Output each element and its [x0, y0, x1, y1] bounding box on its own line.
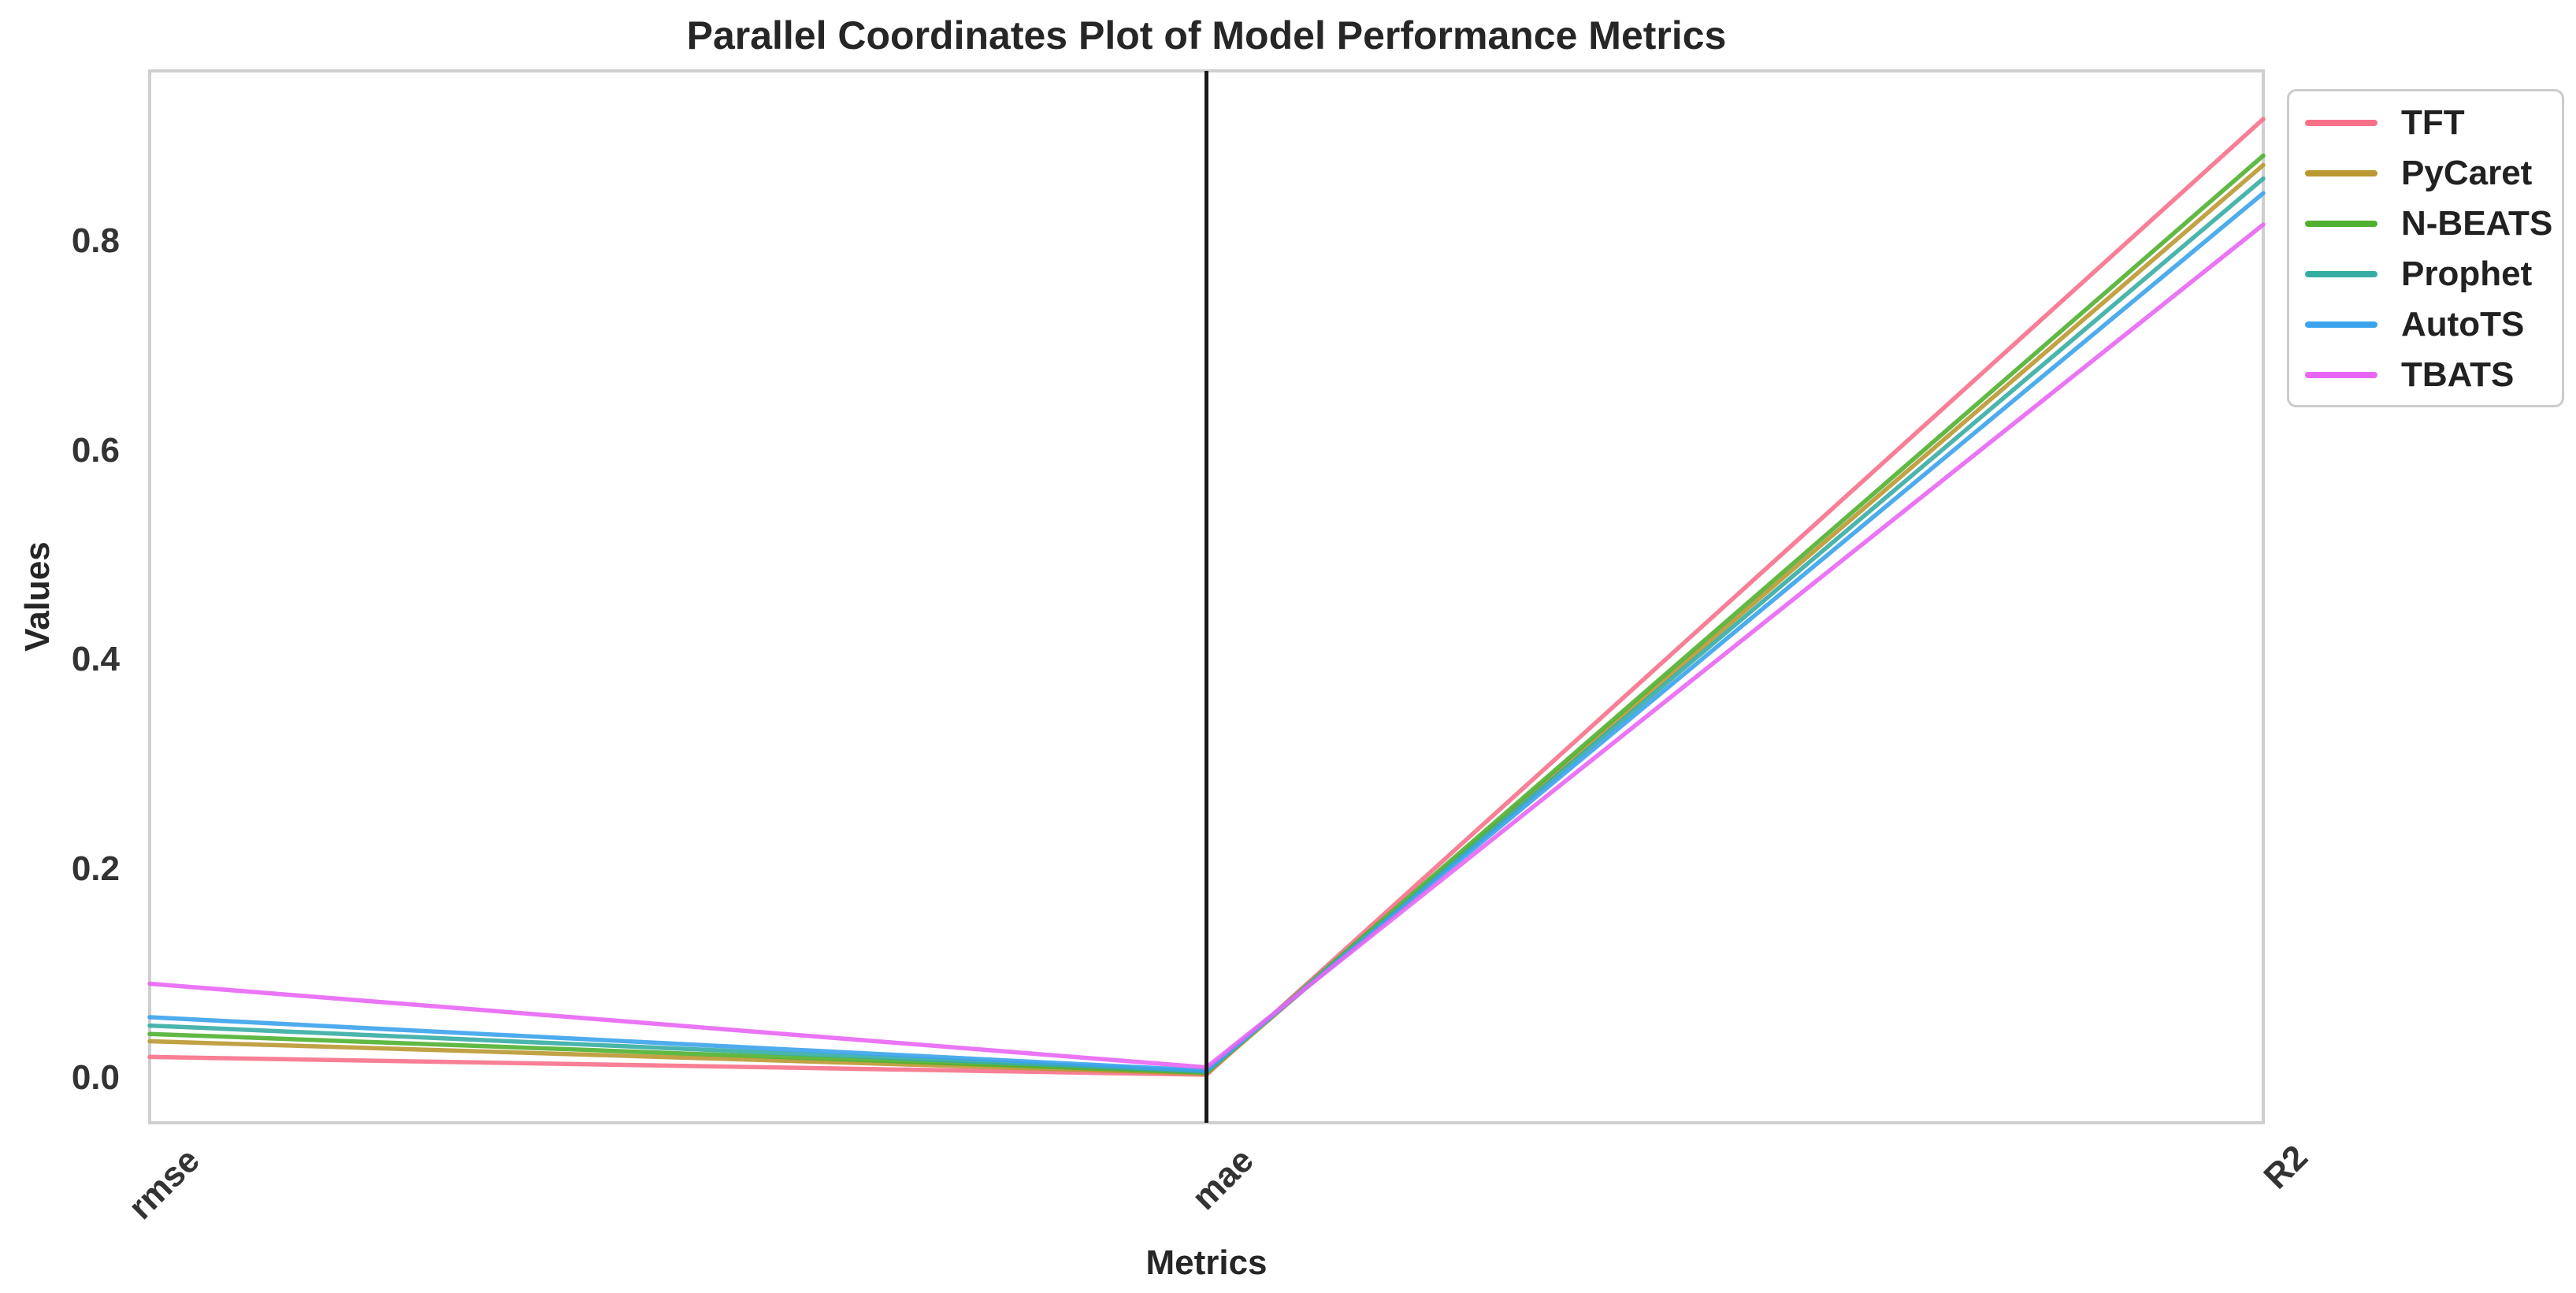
legend-label-pycaret: PyCaret — [2401, 154, 2533, 192]
chart-title: Parallel Coordinates Plot of Model Perfo… — [686, 13, 1727, 58]
autots-line-swatch — [2305, 321, 2377, 328]
legend-label-autots: AutoTS — [2401, 305, 2525, 344]
y-tick-label-0.8: 0.8 — [71, 221, 120, 261]
legend-item-autots: AutoTS — [2305, 299, 2548, 350]
tbats-line-swatch — [2305, 372, 2377, 378]
prophet-line-swatch — [2305, 271, 2377, 277]
y-tick-label-0.4: 0.4 — [71, 640, 120, 679]
legend-label-prophet: Prophet — [2401, 255, 2533, 293]
legend: TFT PyCaret N-BEATS Prophet AutoTS TBATS — [2287, 89, 2564, 407]
nbeats-line-swatch — [2305, 221, 2377, 227]
y-tick-label-0.6: 0.6 — [71, 430, 120, 470]
series-lines-group — [147, 117, 2266, 1077]
y-axis-label: Values — [18, 541, 57, 652]
y-tick-label-0.0: 0.0 — [71, 1057, 120, 1097]
legend-item-pycaret: PyCaret — [2305, 148, 2548, 199]
legend-item-tft: TFT — [2305, 98, 2548, 148]
x-axis-label: Metrics — [1145, 1243, 1268, 1282]
legend-item-prophet: Prophet — [2305, 249, 2548, 299]
y-tick-label-0.2: 0.2 — [71, 849, 120, 888]
legend-item-nbeats: N-BEATS — [2305, 199, 2552, 249]
pycaret-line-swatch — [2305, 170, 2377, 176]
legend-label-nbeats: N-BEATS — [2401, 204, 2553, 243]
legend-item-tbats: TBATS — [2305, 350, 2548, 400]
tft-line-swatch — [2305, 120, 2377, 126]
legend-label-tft: TFT — [2401, 103, 2465, 142]
legend-label-tbats: TBATS — [2401, 355, 2515, 394]
